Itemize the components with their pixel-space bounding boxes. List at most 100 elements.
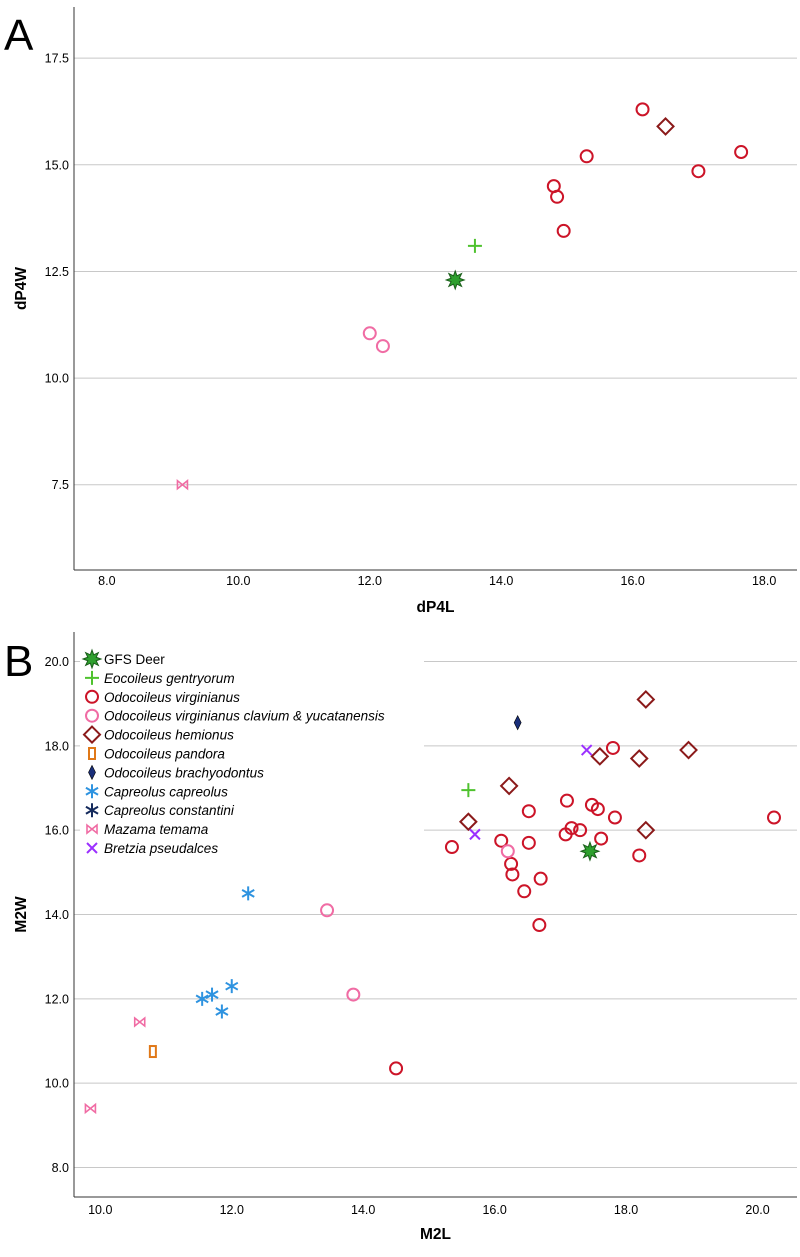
legend-label: Eocoileus gentryorum bbox=[104, 671, 235, 686]
legend-marker bbox=[85, 784, 99, 799]
legend-marker bbox=[85, 689, 99, 704]
y-tick-label: 7.5 bbox=[52, 478, 69, 492]
legend-marker bbox=[81, 648, 103, 670]
legend-marker bbox=[85, 708, 99, 723]
legend-label: Odocoileus hemionus bbox=[104, 728, 234, 743]
point-odocoileus-hemionus bbox=[499, 776, 519, 796]
x-tick-label: 20.0 bbox=[745, 1203, 769, 1217]
legend-marker bbox=[88, 764, 96, 781]
point-odocoileus-virginianus bbox=[564, 821, 579, 836]
panel-a: 7.5 10.0 12.5 15.0 17.5 8.0 10.0 12.0 14.0 16.0 18… bbox=[4, 7, 797, 616]
x-tick-label: 18.0 bbox=[752, 574, 776, 588]
point-odocoileus-brachyodontus bbox=[513, 714, 522, 731]
x-tick-label: 16.0 bbox=[482, 1203, 506, 1217]
point-capreolus-capreolus bbox=[225, 979, 239, 994]
legend-label: Odocoileus brachyodontus bbox=[104, 765, 264, 780]
point-capreolus-capreolus bbox=[215, 1004, 229, 1019]
y-tick-label: 17.5 bbox=[45, 52, 69, 66]
x-tick-label: 18.0 bbox=[614, 1203, 638, 1217]
x-axis-title: dP4L bbox=[417, 599, 455, 616]
point-capreolus-capreolus bbox=[195, 991, 209, 1006]
point-odocoileus-virginianus bbox=[521, 835, 536, 850]
point-odocoileus-virginianus bbox=[517, 884, 532, 899]
legend: GFS Deer Eocoileus gentryorum Odocoileus v… bbox=[80, 647, 424, 863]
y-tick-label: 10.0 bbox=[45, 1077, 69, 1091]
y-tick-label: 12.5 bbox=[45, 265, 69, 279]
legend-label: Capreolus capreolus bbox=[104, 784, 228, 799]
y-tick-label: 20.0 bbox=[45, 655, 69, 669]
x-tick-label: 16.0 bbox=[621, 574, 645, 588]
point-odocoileus-hemionus bbox=[656, 117, 675, 136]
x-tick-label: 12.0 bbox=[358, 574, 382, 588]
y-tick-label: 15.0 bbox=[45, 158, 69, 172]
point-gfs-deer bbox=[579, 840, 601, 862]
point-odocoileus-hemionus bbox=[636, 820, 656, 840]
point-odocoileus-hemionus bbox=[679, 740, 698, 760]
point-odocoileus-virginianus bbox=[734, 145, 749, 160]
panel-letter: A bbox=[4, 11, 34, 60]
legend-label: GFS Deer bbox=[104, 652, 165, 667]
point-odocoileus-hemionus bbox=[590, 746, 610, 766]
panel-letter: B bbox=[4, 637, 33, 686]
point-odocoileus-virginianus-clavium-yucatanensis bbox=[375, 339, 390, 354]
point-odocoileus-virginianus bbox=[389, 1061, 404, 1076]
point-odocoileus-virginianus bbox=[691, 164, 706, 179]
x-axis-title: M2L bbox=[420, 1226, 451, 1243]
legend-marker bbox=[88, 747, 96, 760]
legend-label: Capreolus constantini bbox=[104, 803, 235, 818]
y-tick-label: 12.0 bbox=[45, 992, 69, 1006]
point-odocoileus-virginianus-clavium-yucatanensis bbox=[500, 844, 515, 859]
point-odocoileus-virginianus bbox=[504, 856, 519, 871]
point-odocoileus-hemionus bbox=[636, 690, 656, 709]
point-odocoileus-pandora bbox=[148, 1045, 157, 1059]
point-odocoileus-hemionus bbox=[629, 749, 649, 768]
point-odocoileus-virginianus bbox=[444, 840, 459, 855]
point-mazama-temama bbox=[176, 479, 189, 491]
x-tick-label: 8.0 bbox=[98, 574, 115, 588]
point-odocoileus-virginianus bbox=[590, 802, 605, 817]
point-odocoileus-virginianus bbox=[556, 223, 571, 238]
point-odocoileus-virginianus bbox=[559, 793, 574, 808]
point-odocoileus-virginianus bbox=[533, 871, 548, 886]
point-bretzia-pseudalces bbox=[580, 744, 593, 756]
point-odocoileus-virginianus bbox=[494, 833, 509, 848]
legend-label: Odocoileus pandora bbox=[104, 747, 225, 762]
panel-b: 8.0 10.0 12.0 14.0 16.0 18.0 20.0 10.0 12.0 14.0 1… bbox=[4, 632, 797, 1243]
legend-label: Mazama temama bbox=[104, 822, 209, 837]
point-odocoileus-virginianus bbox=[605, 740, 620, 755]
point-eocoileus-gentryorum bbox=[461, 783, 476, 798]
x-tick-label: 10.0 bbox=[226, 574, 250, 588]
point-capreolus-capreolus bbox=[205, 987, 219, 1002]
legend-marker bbox=[85, 803, 99, 818]
point-odocoileus-virginianus bbox=[594, 831, 609, 846]
point-mazama-temama bbox=[84, 1102, 97, 1115]
y-tick-label: 8.0 bbox=[52, 1161, 69, 1175]
point-eocoileus-gentryorum bbox=[467, 238, 482, 253]
point-odocoileus-virginianus bbox=[573, 823, 588, 838]
legend-label: Odocoileus virginianus clavium & yucatan… bbox=[104, 709, 385, 724]
x-tick-label: 14.0 bbox=[489, 574, 513, 588]
point-odocoileus-virginianus bbox=[521, 804, 536, 819]
point-odocoileus-virginianus bbox=[579, 149, 594, 164]
point-odocoileus-virginianus bbox=[607, 810, 622, 825]
point-odocoileus-virginianus bbox=[635, 102, 650, 117]
legend-marker bbox=[85, 670, 99, 685]
legend-label: Odocoileus virginianus bbox=[104, 690, 240, 705]
point-odocoileus-virginianus-clavium-yucatanensis bbox=[320, 903, 335, 918]
y-axis-title: M2W bbox=[13, 896, 30, 933]
y-tick-label: 10.0 bbox=[45, 372, 69, 386]
point-bretzia-pseudalces bbox=[469, 828, 481, 841]
point-mazama-temama bbox=[133, 1016, 146, 1028]
point-gfs-deer bbox=[444, 269, 466, 291]
point-odocoileus-virginianus bbox=[632, 848, 647, 863]
x-tick-label: 12.0 bbox=[220, 1203, 244, 1217]
point-odocoileus-virginianus-clavium-yucatanensis bbox=[362, 326, 377, 341]
legend-label: Bretzia pseudalces bbox=[104, 841, 218, 856]
y-tick-label: 18.0 bbox=[45, 739, 69, 753]
point-odocoileus-hemionus bbox=[458, 812, 478, 832]
point-odocoileus-virginianus bbox=[550, 189, 565, 204]
point-capreolus-capreolus bbox=[241, 886, 255, 901]
x-tick-label: 14.0 bbox=[351, 1203, 375, 1217]
x-tick-label: 10.0 bbox=[88, 1203, 112, 1217]
